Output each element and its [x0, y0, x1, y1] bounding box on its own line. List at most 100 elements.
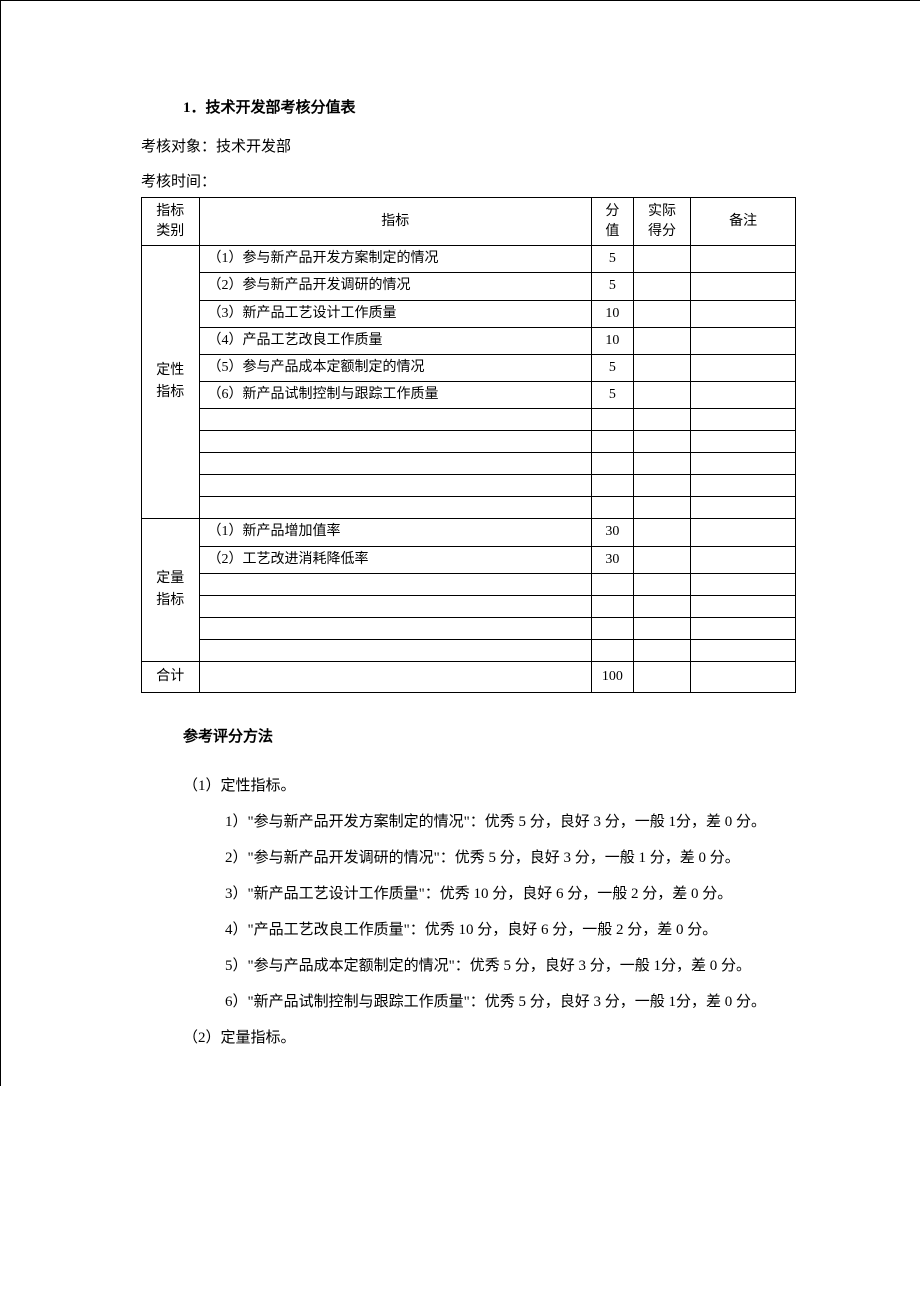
note-cell — [691, 519, 796, 546]
document-page: 1．技术开发部考核分值表 考核对象：技术开发部 考核时间： 指标 类别 指标 分… — [0, 0, 920, 1086]
score-cell: 5 — [591, 273, 633, 300]
table-row: （2）参与新产品开发调研的情况 5 — [142, 273, 796, 300]
empty-cell — [591, 573, 633, 595]
empty-cell — [691, 431, 796, 453]
empty-cell — [691, 497, 796, 519]
empty-cell — [633, 595, 691, 617]
quantitative-section-label: （2）定量指标。 — [141, 1020, 801, 1056]
assessment-time: 考核时间： — [141, 170, 801, 191]
table-row — [142, 497, 796, 519]
table-row: （6）新产品试制控制与跟踪工作质量 5 — [142, 382, 796, 409]
note-cell — [691, 246, 796, 273]
empty-cell — [633, 661, 691, 692]
table-row: （2）工艺改进消耗降低率 30 — [142, 546, 796, 573]
empty-cell — [691, 595, 796, 617]
empty-cell — [199, 453, 591, 475]
actual-cell — [633, 273, 691, 300]
empty-cell — [199, 661, 591, 692]
table-row — [142, 617, 796, 639]
indicator-cell: （1）新产品增加值率 — [199, 519, 591, 546]
table-row — [142, 573, 796, 595]
empty-cell — [691, 617, 796, 639]
table-row — [142, 639, 796, 661]
scoring-item: 4）"产品工艺改良工作质量"：优秀 10 分，良好 6 分，一般 2 分，差 0… — [141, 912, 801, 948]
actual-cell — [633, 327, 691, 354]
actual-cell — [633, 546, 691, 573]
empty-cell — [591, 497, 633, 519]
note-cell — [691, 382, 796, 409]
assessment-table: 指标 类别 指标 分 值 实际 得分 备注 定性 指标 （1）参与新产品开发方案… — [141, 197, 796, 693]
empty-cell — [633, 475, 691, 497]
score-cell: 5 — [591, 382, 633, 409]
empty-cell — [199, 431, 591, 453]
table-row — [142, 431, 796, 453]
empty-cell — [199, 595, 591, 617]
table-row: （5）参与产品成本定额制定的情况 5 — [142, 354, 796, 381]
scoring-item: 2）"参与新产品开发调研的情况"：优秀 5 分，良好 3 分，一般 1 分，差 … — [141, 840, 801, 876]
qualitative-section-label: （1）定性指标。 — [141, 768, 801, 804]
empty-cell — [199, 497, 591, 519]
quantitative-category-cell: 定量 指标 — [142, 519, 200, 661]
table-row: （3）新产品工艺设计工作质量 10 — [142, 300, 796, 327]
empty-cell — [691, 661, 796, 692]
empty-cell — [633, 639, 691, 661]
empty-cell — [633, 497, 691, 519]
scoring-item: 5）"参与产品成本定额制定的情况"：优秀 5 分，良好 3 分，一般 1分，差 … — [141, 948, 801, 984]
empty-cell — [199, 617, 591, 639]
empty-cell — [633, 409, 691, 431]
indicator-cell: （2）工艺改进消耗降低率 — [199, 546, 591, 573]
empty-cell — [199, 639, 591, 661]
scoring-method-header: 参考评分方法 — [141, 725, 801, 746]
empty-cell — [691, 475, 796, 497]
empty-cell — [691, 409, 796, 431]
actual-cell — [633, 354, 691, 381]
table-header-row: 指标 类别 指标 分 值 实际 得分 备注 — [142, 198, 796, 246]
score-cell: 10 — [591, 300, 633, 327]
note-cell — [691, 546, 796, 573]
empty-cell — [591, 453, 633, 475]
empty-cell — [691, 573, 796, 595]
empty-cell — [199, 475, 591, 497]
empty-cell — [591, 639, 633, 661]
empty-cell — [633, 617, 691, 639]
assessment-subject: 考核对象：技术开发部 — [141, 135, 801, 156]
note-cell — [691, 354, 796, 381]
table-row — [142, 475, 796, 497]
table-row — [142, 409, 796, 431]
header-score: 分 值 — [591, 198, 633, 246]
header-indicator: 指标 — [199, 198, 591, 246]
header-note: 备注 — [691, 198, 796, 246]
empty-cell — [691, 453, 796, 475]
score-cell: 5 — [591, 246, 633, 273]
actual-cell — [633, 382, 691, 409]
page-content: 1．技术开发部考核分值表 考核对象：技术开发部 考核时间： 指标 类别 指标 分… — [141, 96, 801, 1056]
empty-cell — [633, 431, 691, 453]
empty-cell — [199, 573, 591, 595]
empty-cell — [591, 475, 633, 497]
table-row: 定性 指标 （1）参与新产品开发方案制定的情况 5 — [142, 246, 796, 273]
score-cell: 5 — [591, 354, 633, 381]
note-cell — [691, 327, 796, 354]
table-total-row: 合计 100 — [142, 661, 796, 692]
empty-cell — [591, 409, 633, 431]
score-cell: 30 — [591, 546, 633, 573]
table-row — [142, 453, 796, 475]
total-label-cell: 合计 — [142, 661, 200, 692]
indicator-cell: （3）新产品工艺设计工作质量 — [199, 300, 591, 327]
note-cell — [691, 300, 796, 327]
score-cell: 30 — [591, 519, 633, 546]
indicator-cell: （4）产品工艺改良工作质量 — [199, 327, 591, 354]
empty-cell — [633, 453, 691, 475]
table-row: 定量 指标 （1）新产品增加值率 30 — [142, 519, 796, 546]
actual-cell — [633, 519, 691, 546]
total-score-cell: 100 — [591, 661, 633, 692]
header-category: 指标 类别 — [142, 198, 200, 246]
empty-cell — [591, 617, 633, 639]
score-cell: 10 — [591, 327, 633, 354]
table-row — [142, 595, 796, 617]
header-actual: 实际 得分 — [633, 198, 691, 246]
indicator-cell: （5）参与产品成本定额制定的情况 — [199, 354, 591, 381]
empty-cell — [591, 431, 633, 453]
indicator-cell: （6）新产品试制控制与跟踪工作质量 — [199, 382, 591, 409]
actual-cell — [633, 246, 691, 273]
